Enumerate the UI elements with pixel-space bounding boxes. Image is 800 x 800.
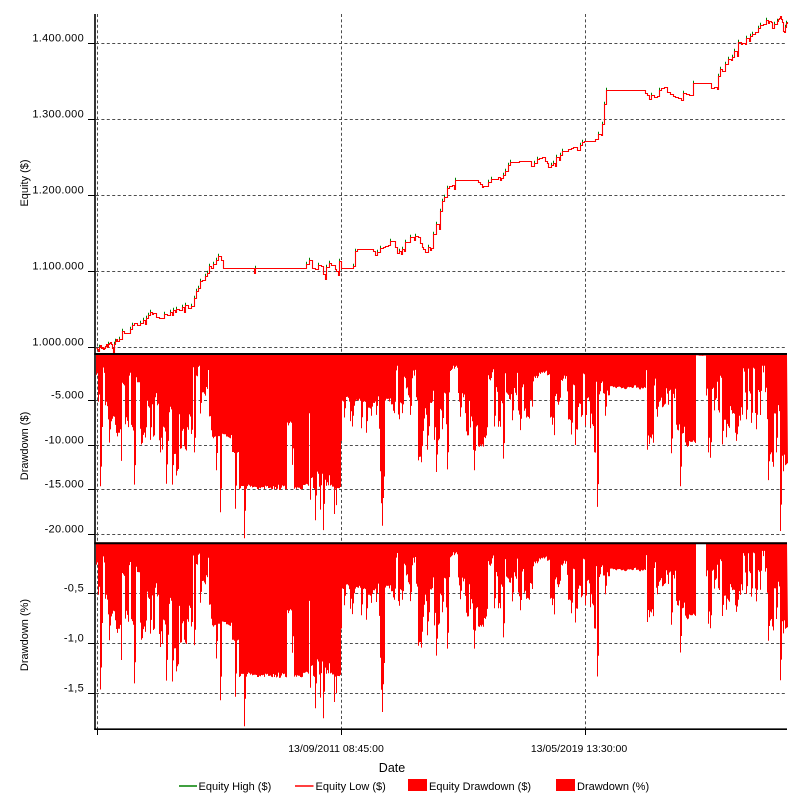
svg-text:-0,5: -0,5 bbox=[64, 583, 84, 595]
svg-text:1.300.000: 1.300.000 bbox=[32, 109, 84, 121]
svg-text:1.400.000: 1.400.000 bbox=[32, 33, 84, 45]
svg-text:1.200.000: 1.200.000 bbox=[32, 185, 84, 197]
svg-text:-15.000: -15.000 bbox=[45, 479, 84, 491]
svg-text:1.100.000: 1.100.000 bbox=[32, 261, 84, 273]
svg-text:-10.000: -10.000 bbox=[45, 435, 84, 447]
svg-text:13/09/2011 08:45:00: 13/09/2011 08:45:00 bbox=[288, 743, 384, 755]
svg-text:Equity ($): Equity ($) bbox=[19, 159, 31, 206]
svg-text:Equity Low ($): Equity Low ($) bbox=[316, 781, 386, 793]
svg-text:-20.000: -20.000 bbox=[45, 524, 84, 536]
svg-text:Equity High ($): Equity High ($) bbox=[199, 781, 272, 793]
svg-text:Drawdown (%): Drawdown (%) bbox=[19, 599, 31, 671]
svg-text:-1,0: -1,0 bbox=[64, 633, 84, 645]
svg-text:Date: Date bbox=[379, 761, 405, 775]
svg-text:Drawdown (%): Drawdown (%) bbox=[577, 781, 649, 793]
svg-text:-5.000: -5.000 bbox=[51, 390, 84, 402]
svg-text:-1,5: -1,5 bbox=[64, 683, 84, 695]
svg-text:Drawdown ($): Drawdown ($) bbox=[19, 412, 31, 480]
svg-text:13/05/2019 13:30:00: 13/05/2019 13:30:00 bbox=[531, 743, 628, 755]
svg-text:Equity Drawdown ($): Equity Drawdown ($) bbox=[429, 781, 531, 793]
svg-text:1.000.000: 1.000.000 bbox=[32, 337, 84, 349]
